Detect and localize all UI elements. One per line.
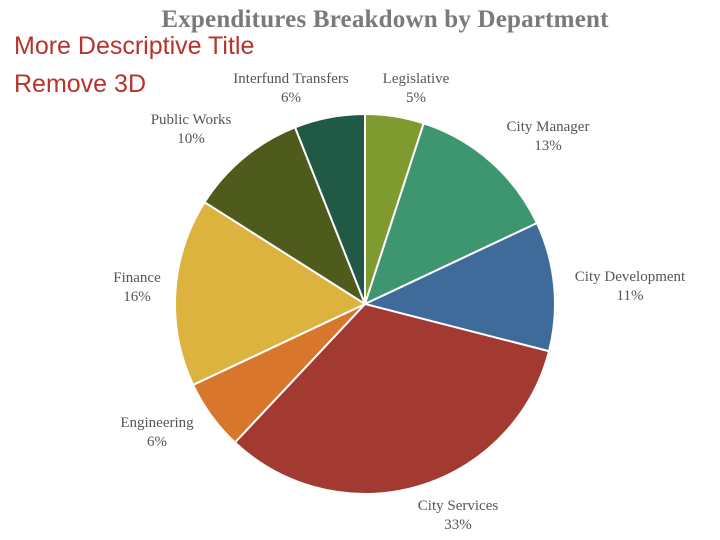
slice-percent-finance: 16% xyxy=(123,289,151,305)
slice-percent-legislative: 5% xyxy=(406,90,426,106)
annotation-more-descriptive-title: More Descriptive Title xyxy=(14,32,255,60)
pie-slice-city-development xyxy=(364,222,556,353)
slice-label-city-services: City Services xyxy=(418,498,499,514)
slice-percent-city-development: 11% xyxy=(617,288,644,304)
pie-slice-finance xyxy=(174,201,366,386)
pie-slice-interfund-transfers xyxy=(294,113,366,305)
pie-slices xyxy=(174,113,556,495)
slice-label-legislative: Legislative xyxy=(383,71,450,87)
slice-percent-engineering: 6% xyxy=(147,434,167,450)
slice-label-public-works: Public Works xyxy=(151,112,232,128)
chart-title: Expenditures Breakdown by Department xyxy=(161,6,609,33)
slice-percent-city-services: 33% xyxy=(444,517,472,533)
slice-label-interfund-transfers: Interfund Transfers xyxy=(233,71,349,87)
slice-labels: Legislative 5% City Manager 13% City Develop… xyxy=(113,71,686,533)
slice-label-city-manager: City Manager xyxy=(507,119,590,135)
pie-slice-public-works xyxy=(203,126,366,305)
slice-label-finance: Finance xyxy=(113,270,161,286)
slice-label-city-development: City Development xyxy=(575,269,686,285)
pie-slice-city-services xyxy=(233,303,551,495)
annotation-remove-3d: Remove 3D xyxy=(14,70,146,98)
slice-percent-city-manager: 13% xyxy=(534,138,562,154)
slice-percent-interfund-transfers: 6% xyxy=(281,90,301,106)
slice-percent-public-works: 10% xyxy=(177,131,205,147)
slice-label-engineering: Engineering xyxy=(120,415,194,431)
pie-slice-city-manager xyxy=(364,122,538,305)
